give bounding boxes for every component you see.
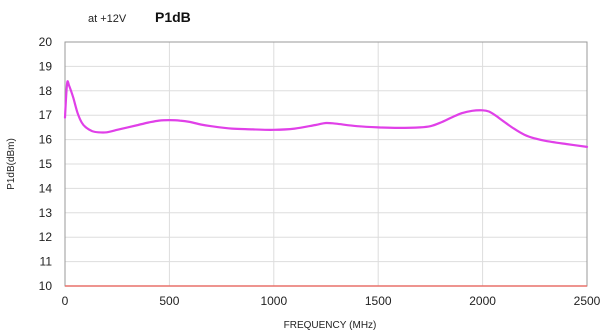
y-tick-label: 12	[39, 230, 53, 244]
x-tick-label: 1000	[260, 294, 287, 308]
y-tick-label: 14	[39, 181, 53, 195]
x-axis-label: FREQUENCY (MHz)	[284, 320, 377, 331]
y-tick-label: 16	[39, 133, 53, 147]
grid-lines	[64, 41, 588, 287]
x-tick-label: 2000	[469, 294, 496, 308]
y-tick-label: 20	[39, 35, 53, 49]
y-tick-label: 11	[40, 255, 53, 269]
y-tick-labels: 10 11 12 13 14 15 16 17 18 19 20	[39, 35, 53, 293]
chart-title: P1dB	[155, 9, 191, 25]
y-tick-label: 13	[39, 206, 53, 220]
y-tick-label: 10	[39, 279, 53, 293]
y-tick-label: 17	[39, 108, 53, 122]
y-tick-label: 19	[39, 59, 53, 73]
x-tick-labels: 0 500 1000 1500 2000 2500	[62, 294, 601, 308]
x-tick-label: 500	[159, 294, 179, 308]
y-axis-label: P1dB(dBm)	[6, 138, 17, 190]
x-tick-label: 1500	[365, 294, 392, 308]
x-tick-label: 0	[62, 294, 69, 308]
y-tick-label: 15	[39, 157, 53, 171]
chart-subtitle: at +12V	[88, 13, 127, 25]
series-line	[63, 80, 589, 148]
series-layer	[63, 80, 589, 148]
x-tick-label: 2500	[574, 294, 601, 308]
y-tick-label: 18	[39, 84, 53, 98]
